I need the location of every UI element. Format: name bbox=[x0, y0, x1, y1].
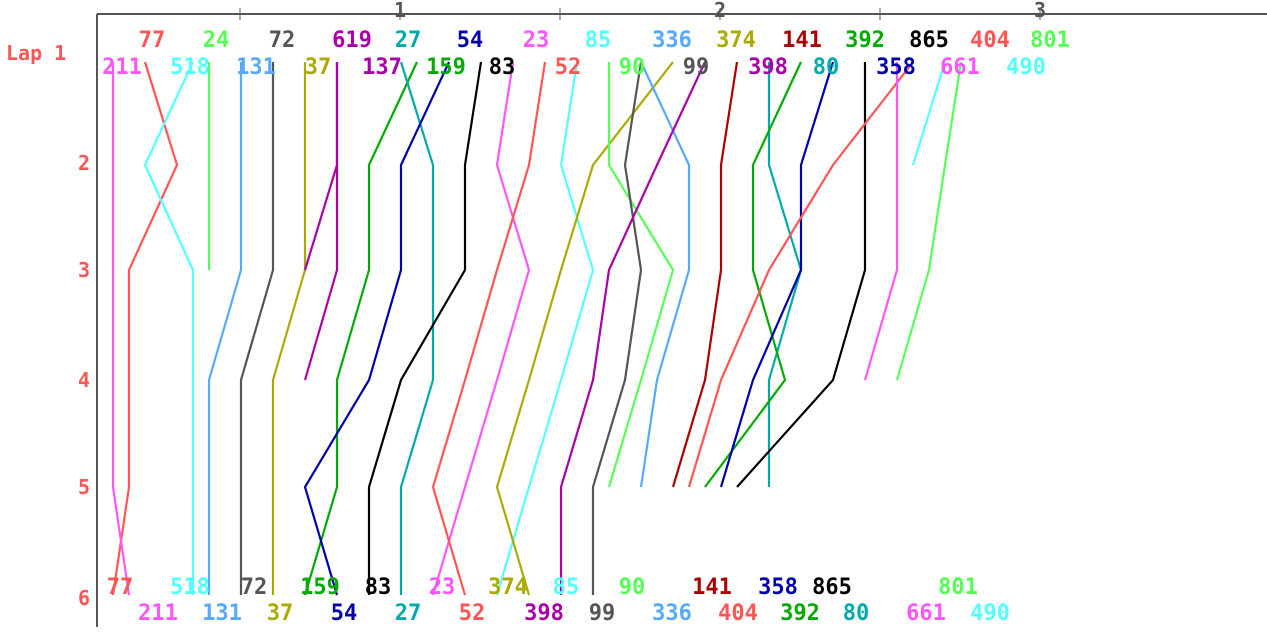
end-number-label-row1: 83 bbox=[365, 575, 392, 600]
end-number-label-row2: 392 bbox=[780, 601, 820, 626]
end-number-label-row1: 801 bbox=[938, 575, 978, 600]
top-number-label: 141 bbox=[782, 28, 822, 53]
series-line-336 bbox=[639, 61, 691, 488]
series-line-72 bbox=[239, 62, 275, 595]
end-number-label-row2: 131 bbox=[202, 601, 242, 626]
y-axis-tick-label: 2 bbox=[78, 151, 90, 175]
series-line-404 bbox=[687, 61, 914, 488]
series-line-83 bbox=[367, 61, 483, 595]
start-number-label: 99 bbox=[683, 55, 710, 80]
series-line-801 bbox=[895, 61, 963, 381]
top-number-label: 72 bbox=[269, 28, 296, 53]
series-line-518 bbox=[143, 61, 195, 595]
start-number-label: 490 bbox=[1006, 55, 1046, 80]
series-line-865 bbox=[736, 62, 867, 488]
series-line-54 bbox=[303, 61, 450, 596]
y-axis-tick-label: 5 bbox=[78, 475, 90, 499]
end-number-label-row2: 27 bbox=[395, 601, 422, 626]
end-number-label-row1: 23 bbox=[429, 575, 456, 600]
start-number-label: 661 bbox=[940, 55, 980, 80]
y-axis-tick-label: 3 bbox=[78, 258, 90, 282]
end-number-label-row1: 159 bbox=[300, 575, 340, 600]
series-line-23 bbox=[431, 61, 531, 596]
y-axis-lap-label: Lap 1 bbox=[6, 41, 66, 65]
series-line-661 bbox=[863, 62, 899, 381]
series-line-77 bbox=[111, 61, 179, 596]
end-number-label-row2: 398 bbox=[524, 601, 564, 626]
top-number-label: 865 bbox=[909, 28, 949, 53]
end-number-label-row2: 80 bbox=[843, 601, 870, 626]
end-number-label-row1: 72 bbox=[241, 575, 268, 600]
top-number-label: 404 bbox=[970, 28, 1010, 53]
series-line-490 bbox=[911, 61, 947, 166]
end-number-label-row1: 141 bbox=[692, 575, 732, 600]
series-line-131 bbox=[207, 62, 243, 595]
top-number-label: 77 bbox=[139, 28, 166, 53]
end-number-label-row2: 99 bbox=[589, 601, 616, 626]
end-number-label-row2: 661 bbox=[906, 601, 946, 626]
series-line-211 bbox=[111, 62, 131, 596]
series-line-85 bbox=[495, 61, 595, 596]
start-number-label: 131 bbox=[236, 55, 276, 80]
series-line-374 bbox=[495, 61, 674, 596]
end-number-label-row2: 404 bbox=[718, 601, 758, 626]
series-line-141 bbox=[671, 61, 739, 488]
top-number-label: 27 bbox=[395, 28, 422, 53]
end-number-label-row1: 374 bbox=[488, 575, 528, 600]
top-axis-tick-label: 2 bbox=[714, 0, 726, 22]
end-number-label-row1: 358 bbox=[758, 575, 798, 600]
top-number-label: 392 bbox=[845, 28, 885, 53]
end-number-label-row2: 54 bbox=[331, 601, 358, 626]
series-line-37 bbox=[271, 62, 307, 595]
series-line-358 bbox=[719, 61, 835, 488]
top-number-label: 85 bbox=[585, 28, 612, 53]
series-line-392 bbox=[704, 61, 802, 488]
start-number-label: 398 bbox=[748, 55, 788, 80]
y-axis-tick-label: 6 bbox=[78, 586, 90, 610]
series-line-90 bbox=[607, 62, 675, 488]
end-number-label-row2: 490 bbox=[970, 601, 1010, 626]
end-number-label-row1: 77 bbox=[107, 575, 134, 600]
y-axis-tick-label: 4 bbox=[78, 368, 90, 392]
start-number-label: 518 bbox=[170, 55, 210, 80]
start-number-label: 80 bbox=[813, 55, 840, 80]
end-number-label-row2: 52 bbox=[459, 601, 486, 626]
top-number-label: 24 bbox=[203, 28, 230, 53]
end-number-label-row1: 518 bbox=[170, 575, 210, 600]
start-number-label: 83 bbox=[489, 55, 516, 80]
start-number-label: 211 bbox=[102, 55, 142, 80]
end-number-label-row2: 211 bbox=[138, 601, 178, 626]
series-line-52 bbox=[431, 61, 547, 596]
series-line-137 bbox=[303, 62, 339, 271]
start-number-label: 137 bbox=[362, 55, 402, 80]
series-line-99 bbox=[591, 61, 643, 595]
start-number-label: 358 bbox=[876, 55, 916, 80]
top-axis-tick-label: 1 bbox=[394, 0, 406, 22]
start-number-label: 37 bbox=[305, 55, 332, 80]
series-line-80 bbox=[767, 62, 803, 487]
end-number-label-row1: 865 bbox=[812, 575, 852, 600]
top-number-label: 801 bbox=[1030, 28, 1070, 53]
series-line-27 bbox=[399, 61, 435, 595]
start-number-label: 159 bbox=[426, 55, 466, 80]
top-number-label: 54 bbox=[457, 28, 484, 53]
top-number-label: 23 bbox=[523, 28, 550, 53]
top-axis-tick-label: 3 bbox=[1034, 0, 1046, 22]
top-number-label: 336 bbox=[652, 28, 692, 53]
start-number-label: 52 bbox=[555, 55, 582, 80]
top-number-label: 619 bbox=[332, 28, 372, 53]
start-number-label: 90 bbox=[619, 55, 646, 80]
end-number-label-row2: 37 bbox=[267, 601, 294, 626]
top-number-label: 374 bbox=[716, 28, 756, 53]
end-number-label-row1: 90 bbox=[619, 575, 646, 600]
series-line-398 bbox=[559, 61, 706, 595]
end-number-label-row1: 85 bbox=[553, 575, 580, 600]
series-line-159 bbox=[303, 61, 418, 596]
end-number-label-row2: 336 bbox=[652, 601, 692, 626]
